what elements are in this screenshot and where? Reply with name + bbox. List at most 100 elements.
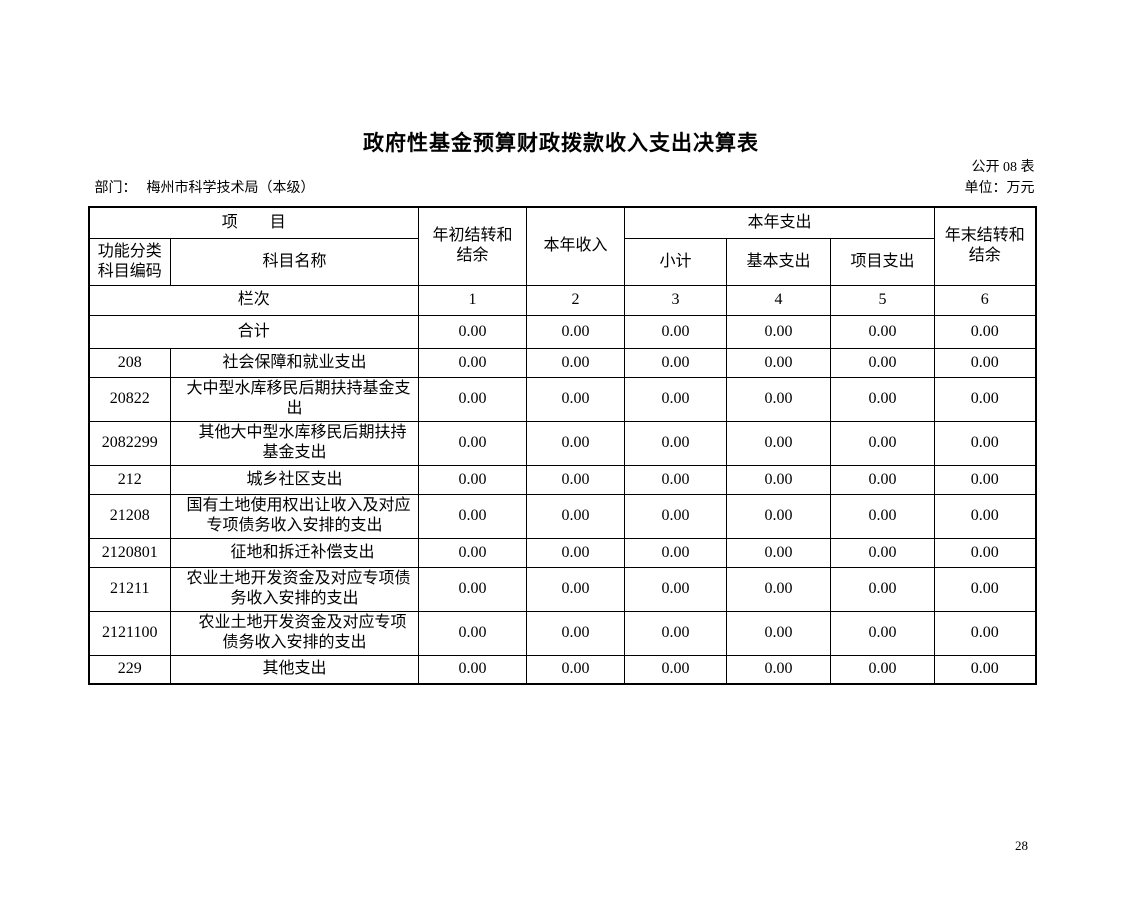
code-cell: 2082299 bbox=[88, 420, 171, 466]
column-index-3: 3 bbox=[624, 284, 728, 316]
column-index-5: 5 bbox=[830, 284, 936, 316]
column-index-row: 栏次 1 2 3 4 5 6 bbox=[87, 284, 1037, 316]
table-row: 21211 农业土地开发资金及对应专项债 务收入安排的支出 0.00 0.00 … bbox=[88, 566, 1037, 612]
header-row-1: 项 目 年初结转和 结余 本年收入 本年支出 年末结转和 结余 bbox=[87, 206, 1037, 286]
value-cell: 0.00 bbox=[830, 654, 936, 685]
value-cell: 0.00 bbox=[830, 464, 936, 495]
col-header-project-expenditure: 项目支出 bbox=[830, 237, 936, 286]
value-cell: 0.00 bbox=[418, 420, 528, 466]
code-cell: 212 bbox=[88, 464, 171, 495]
value-cell: 0.00 bbox=[624, 493, 728, 539]
value-cell: 0.00 bbox=[418, 464, 528, 495]
name-cell: 农业土地开发资金及对应专项 债务收入安排的支出 bbox=[169, 610, 420, 656]
value-cell: 0.00 bbox=[830, 376, 936, 422]
value-cell: 0.00 bbox=[934, 654, 1037, 685]
column-index-1: 1 bbox=[418, 284, 528, 316]
document-page: 政府性基金预算财政拨款收入支出决算表 公开 08 表 部门： 梅州市科学技术局（… bbox=[87, 128, 1037, 685]
value-cell: 0.00 bbox=[418, 347, 528, 378]
column-index-label: 栏次 bbox=[87, 284, 420, 316]
value-cell: 0.00 bbox=[526, 566, 626, 612]
value-cell: 0.00 bbox=[526, 654, 626, 685]
unit-note: 单位：万元 bbox=[964, 181, 1035, 196]
table-row: 2120801 征地和拆迁补偿支出 0.00 0.00 0.00 0.00 0.… bbox=[88, 537, 1037, 568]
value-cell: 0.00 bbox=[726, 420, 832, 466]
name-cell: 征地和拆迁补偿支出 bbox=[169, 537, 420, 568]
value-cell: 0.00 bbox=[830, 537, 936, 568]
value-cell: 0.00 bbox=[830, 314, 936, 349]
value-cell: 0.00 bbox=[934, 464, 1037, 495]
name-cell: 大中型水库移民后期扶持基金支 出 bbox=[169, 376, 420, 422]
value-cell: 0.00 bbox=[934, 537, 1037, 568]
value-cell: 0.00 bbox=[526, 493, 626, 539]
department-value: 梅州市科学技术局（本级） bbox=[146, 181, 315, 196]
value-cell: 0.00 bbox=[418, 314, 528, 349]
value-cell: 0.00 bbox=[418, 537, 528, 568]
name-cell: 城乡社区支出 bbox=[169, 464, 420, 495]
value-cell: 0.00 bbox=[624, 537, 728, 568]
table-row: 229 其他支出 0.00 0.00 0.00 0.00 0.00 0.00 bbox=[88, 654, 1037, 685]
value-cell: 0.00 bbox=[726, 493, 832, 539]
col-header-expenditure-group: 本年支出 bbox=[624, 206, 936, 239]
value-cell: 0.00 bbox=[726, 566, 832, 612]
value-cell: 0.00 bbox=[624, 654, 728, 685]
value-cell: 0.00 bbox=[624, 464, 728, 495]
value-cell: 0.00 bbox=[934, 566, 1037, 612]
col-header-opening-balance: 年初结转和 结余 bbox=[418, 206, 528, 286]
col-header-closing-balance: 年末结转和 结余 bbox=[934, 206, 1037, 286]
value-cell: 0.00 bbox=[624, 376, 728, 422]
col-header-function-code: 功能分类 科目编码 bbox=[88, 237, 171, 286]
value-cell: 0.00 bbox=[418, 493, 528, 539]
col-header-subject-name: 科目名称 bbox=[169, 237, 420, 286]
value-cell: 0.00 bbox=[934, 376, 1037, 422]
budget-table: 项 目 年初结转和 结余 本年收入 本年支出 年末结转和 结余 功能分类 科目编… bbox=[87, 206, 1037, 685]
col-header-basic-expenditure: 基本支出 bbox=[726, 237, 832, 286]
value-cell: 0.00 bbox=[726, 610, 832, 656]
value-cell: 0.00 bbox=[624, 347, 728, 378]
value-cell: 0.00 bbox=[726, 376, 832, 422]
value-cell: 0.00 bbox=[934, 420, 1037, 466]
code-cell: 21208 bbox=[88, 493, 171, 539]
total-row: 合计 0.00 0.00 0.00 0.00 0.00 0.00 bbox=[87, 314, 1037, 349]
name-cell: 国有土地使用权出让收入及对应 专项债务收入安排的支出 bbox=[169, 493, 420, 539]
value-cell: 0.00 bbox=[726, 347, 832, 378]
value-cell: 0.00 bbox=[526, 314, 626, 349]
name-cell: 农业土地开发资金及对应专项债 务收入安排的支出 bbox=[169, 566, 420, 612]
meta-row: 部门： 梅州市科学技术局（本级） 单位：万元 bbox=[88, 178, 1035, 200]
value-cell: 0.00 bbox=[726, 537, 832, 568]
value-cell: 0.00 bbox=[934, 347, 1037, 378]
value-cell: 0.00 bbox=[726, 314, 832, 349]
value-cell: 0.00 bbox=[726, 464, 832, 495]
value-cell: 0.00 bbox=[934, 610, 1037, 656]
col-header-current-income: 本年收入 bbox=[526, 206, 626, 286]
table-row: 20822 大中型水库移民后期扶持基金支 出 0.00 0.00 0.00 0.… bbox=[88, 376, 1037, 422]
total-label: 合计 bbox=[87, 314, 420, 349]
value-cell: 0.00 bbox=[526, 347, 626, 378]
value-cell: 0.00 bbox=[624, 420, 728, 466]
value-cell: 0.00 bbox=[624, 314, 728, 349]
name-cell: 其他支出 bbox=[169, 654, 420, 685]
value-cell: 0.00 bbox=[830, 347, 936, 378]
value-cell: 0.00 bbox=[830, 610, 936, 656]
table-row: 21208 国有土地使用权出让收入及对应 专项债务收入安排的支出 0.00 0.… bbox=[88, 493, 1037, 539]
column-index-4: 4 bbox=[726, 284, 832, 316]
col-header-item-group: 项 目 bbox=[87, 206, 420, 239]
column-index-2: 2 bbox=[526, 284, 626, 316]
name-cell: 社会保障和就业支出 bbox=[169, 347, 420, 378]
page-title: 政府性基金预算财政拨款收入支出决算表 bbox=[363, 131, 759, 155]
code-cell: 208 bbox=[88, 347, 171, 378]
table-row: 2121100 农业土地开发资金及对应专项 债务收入安排的支出 0.00 0.0… bbox=[88, 610, 1037, 656]
value-cell: 0.00 bbox=[526, 464, 626, 495]
value-cell: 0.00 bbox=[726, 654, 832, 685]
table-row: 212 城乡社区支出 0.00 0.00 0.00 0.00 0.00 0.00 bbox=[88, 464, 1037, 495]
value-cell: 0.00 bbox=[526, 420, 626, 466]
code-cell: 20822 bbox=[88, 376, 171, 422]
code-cell: 2121100 bbox=[88, 610, 171, 656]
table-row: 208 社会保障和就业支出 0.00 0.00 0.00 0.00 0.00 0… bbox=[88, 347, 1037, 378]
header-row-2: 功能分类 科目编码 科目名称 小计 基本支出 项目支出 bbox=[88, 237, 1036, 286]
value-cell: 0.00 bbox=[624, 566, 728, 612]
value-cell: 0.00 bbox=[526, 376, 626, 422]
value-cell: 0.00 bbox=[934, 314, 1037, 349]
value-cell: 0.00 bbox=[830, 493, 936, 539]
department-line: 部门： 梅州市科学技术局（本级） bbox=[88, 178, 315, 200]
code-cell: 21211 bbox=[88, 566, 171, 612]
